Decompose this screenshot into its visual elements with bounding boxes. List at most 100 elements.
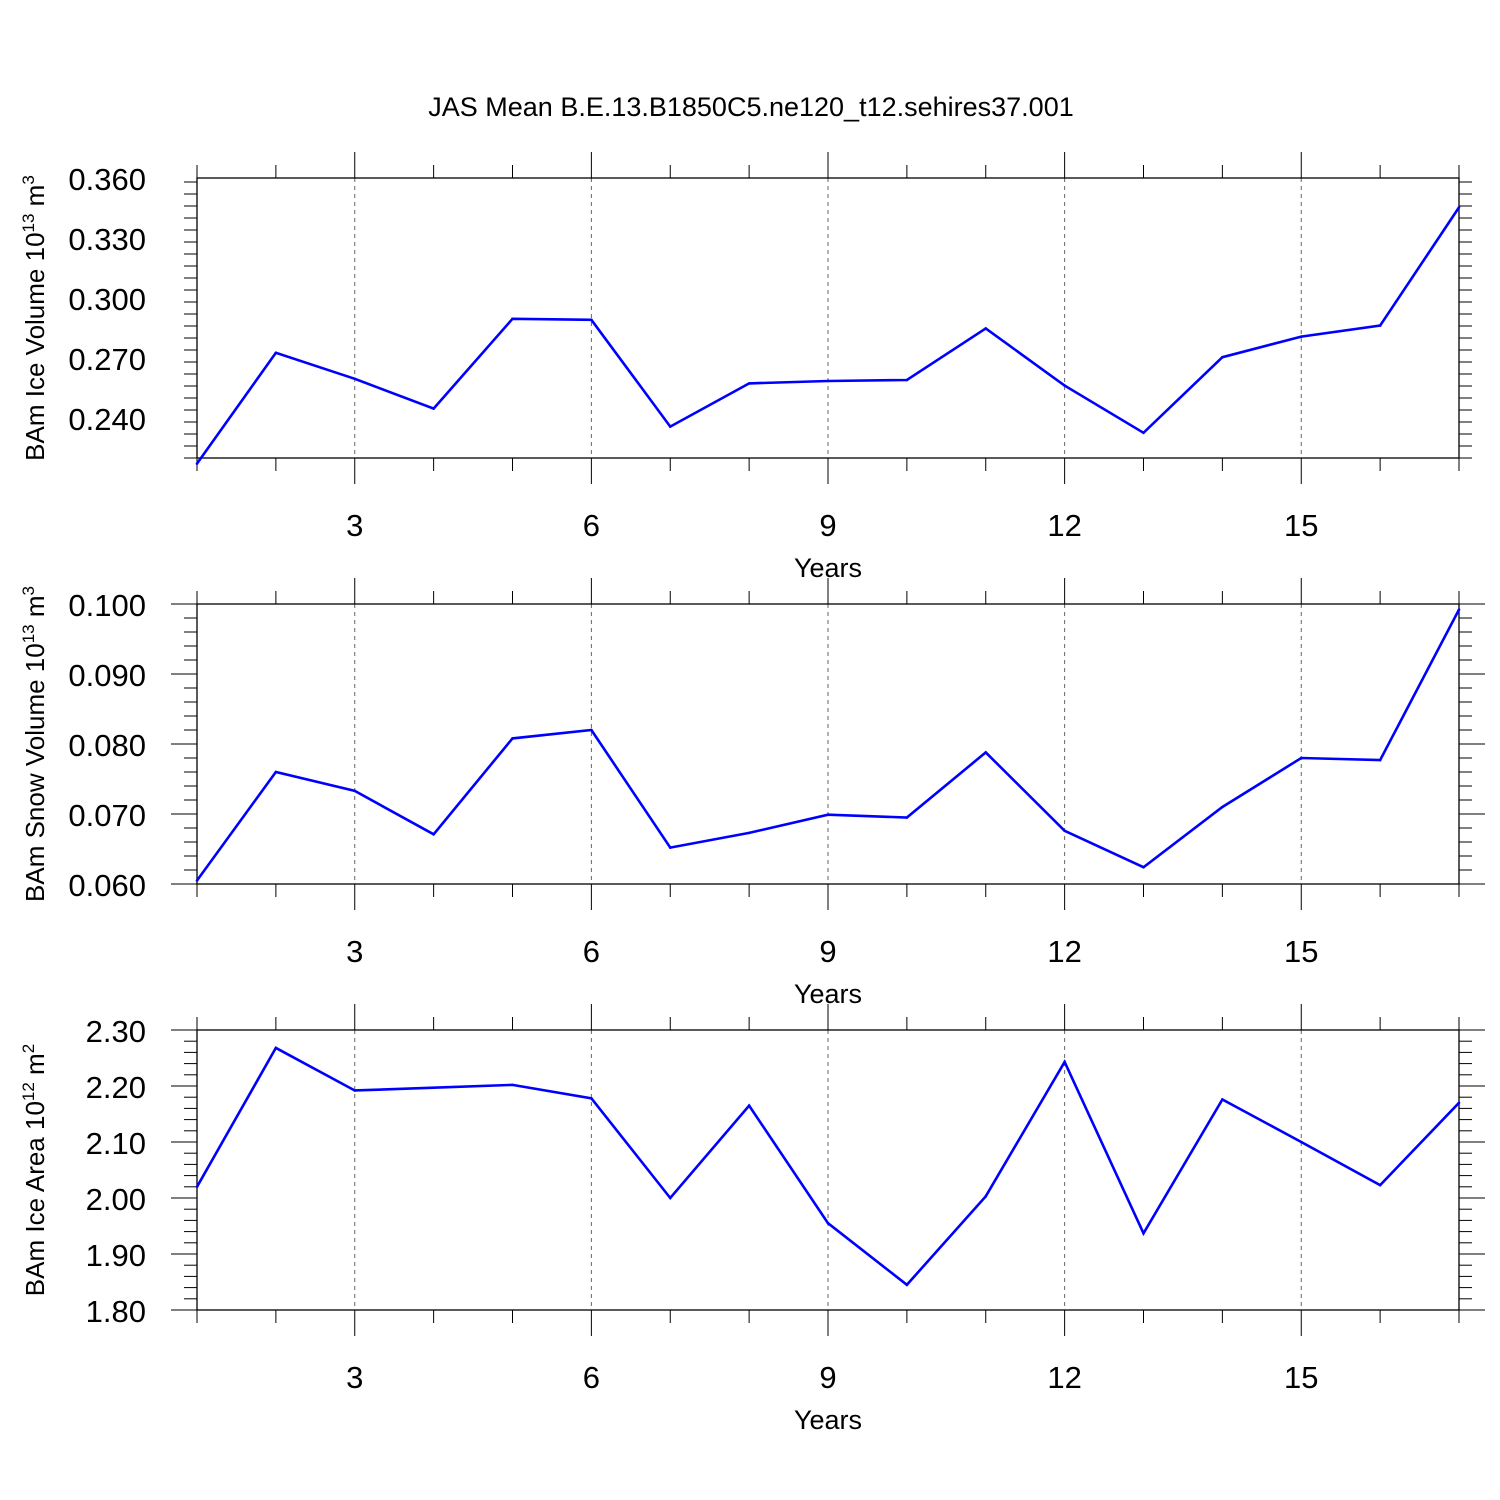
data-point xyxy=(826,813,830,816)
x-tick-label: 9 xyxy=(819,934,836,969)
x-tick-label: 3 xyxy=(346,508,363,543)
x-tick-label: 6 xyxy=(583,508,600,543)
data-point xyxy=(984,751,988,754)
y-axis-label-exponent: 12 xyxy=(19,1082,38,1101)
data-point xyxy=(668,425,672,428)
x-tick-label: 12 xyxy=(1047,934,1081,969)
y-axis-label-exponent: 13 xyxy=(19,624,38,643)
data-point xyxy=(353,377,357,381)
panel-3: 3 6 9 12 15 Years 1.80 1.90 2.00 2.10 2.20 2.30 BAm … xyxy=(19,1004,1485,1435)
data-point xyxy=(747,382,751,385)
data-point xyxy=(1457,1101,1461,1105)
data-point xyxy=(826,1221,830,1225)
data-point xyxy=(432,407,435,410)
data-point xyxy=(1063,384,1066,387)
y-axis-label-exponent: 13 xyxy=(19,214,38,233)
data-point xyxy=(274,351,278,355)
data-point xyxy=(195,462,199,465)
data-point xyxy=(432,833,435,836)
y-tick-label: 0.240 xyxy=(68,402,146,437)
panel-2: 3 6 9 12 15Years0.0600.0700.0800.0900.100BAm… xyxy=(19,578,1485,1009)
data-point xyxy=(274,770,278,774)
x-tick-label: 6 xyxy=(583,1360,600,1395)
y-tick-label: 0.060 xyxy=(68,868,146,903)
y-axis-label-text: BAm Ice Area 10 xyxy=(20,1101,50,1296)
data-point xyxy=(590,1097,593,1100)
y-tick-label: 1.90 xyxy=(86,1238,146,1273)
data-point xyxy=(432,1086,435,1089)
x-tick-label: 3 xyxy=(346,934,363,969)
chart-panels: 3 6 9 12 15 Years 0.240 0.270 0.300 0.330 0.360 BAm… xyxy=(19,152,1485,1435)
x-tick-label: 12 xyxy=(1047,1360,1081,1395)
y-axis-label-unit: m xyxy=(20,185,50,214)
y-tick-label: 2.30 xyxy=(86,1014,146,1049)
x-tick-label: 6 xyxy=(583,934,600,969)
data-point xyxy=(1299,756,1303,760)
y-tick-label: 0.070 xyxy=(68,798,146,833)
data-point xyxy=(984,1195,988,1198)
y-axis-label-unit: m xyxy=(20,1053,50,1082)
data-point xyxy=(1378,1183,1382,1187)
y-tick-label: 1.80 xyxy=(86,1294,146,1329)
data-point xyxy=(1063,829,1066,833)
data-point xyxy=(668,846,672,849)
data-point xyxy=(1299,1140,1303,1144)
y-tick-label: 0.360 xyxy=(68,162,146,197)
data-point xyxy=(1457,206,1461,209)
data-point xyxy=(195,1185,199,1189)
data-point xyxy=(1221,805,1224,809)
y-tick-label: 0.080 xyxy=(68,728,146,763)
x-tick-label: 15 xyxy=(1284,508,1318,543)
data-point xyxy=(1378,324,1382,327)
data-point xyxy=(195,879,199,882)
y-axis-label-unit-exponent: 3 xyxy=(19,586,38,595)
data-point xyxy=(274,1046,278,1050)
data-point xyxy=(984,327,988,330)
y-tick-label: 2.20 xyxy=(86,1070,146,1105)
data-point xyxy=(826,379,830,383)
y-axis-label-unit-exponent: 2 xyxy=(19,1044,38,1053)
x-tick-label: 12 xyxy=(1047,508,1081,543)
y-tick-label: 0.270 xyxy=(68,342,146,377)
x-tick-label: 3 xyxy=(346,1360,363,1395)
x-tick-label: 9 xyxy=(819,508,836,543)
y-tick-label: 2.10 xyxy=(86,1126,146,1161)
data-point xyxy=(1299,335,1303,338)
y-axis-label: BAm Snow Volume 1013 m3 xyxy=(19,586,50,902)
data-point xyxy=(590,318,593,322)
data-point xyxy=(747,831,751,835)
y-tick-label: 0.100 xyxy=(68,588,146,623)
data-point xyxy=(353,1089,357,1092)
x-tick-label: 15 xyxy=(1284,934,1318,969)
y-axis-label-text: BAm Ice Volume 10 xyxy=(20,232,50,460)
y-tick-label: 0.330 xyxy=(68,222,146,257)
y-tick-label: 0.300 xyxy=(68,282,146,317)
y-axis-label-unit: m xyxy=(20,595,50,624)
x-tick-label: 15 xyxy=(1284,1360,1318,1395)
data-point xyxy=(511,1083,514,1087)
data-point xyxy=(905,816,909,819)
data-point xyxy=(747,1104,751,1107)
data-point xyxy=(353,789,357,793)
x-tick-label: 9 xyxy=(819,1360,836,1395)
panel-1: 3 6 9 12 15Years0.2400.2700.3000.3300.360BAm… xyxy=(19,152,1472,583)
data-point xyxy=(1063,1060,1066,1064)
y-axis-label-unit-exponent: 3 xyxy=(19,175,38,184)
data-point xyxy=(668,1196,672,1200)
y-tick-label: 0.090 xyxy=(68,658,146,693)
data-point xyxy=(1142,431,1145,435)
y-tick-label: 2.00 xyxy=(86,1182,146,1217)
y-axis-label-text: BAm Snow Volume 10 xyxy=(20,643,50,902)
data-point xyxy=(1221,355,1224,359)
data-point xyxy=(905,378,909,382)
data-point xyxy=(1378,758,1382,762)
data-point xyxy=(1142,1231,1145,1235)
data-point xyxy=(1142,865,1145,869)
data-point xyxy=(1457,608,1461,611)
data-point xyxy=(1221,1098,1224,1101)
data-point xyxy=(511,317,514,321)
y-axis-label: BAm Ice Volume 1013 m3 xyxy=(19,175,50,461)
y-axis-label: BAm Ice Area 1012 m2 xyxy=(19,1044,50,1296)
x-axis-label: Years xyxy=(794,1405,862,1435)
